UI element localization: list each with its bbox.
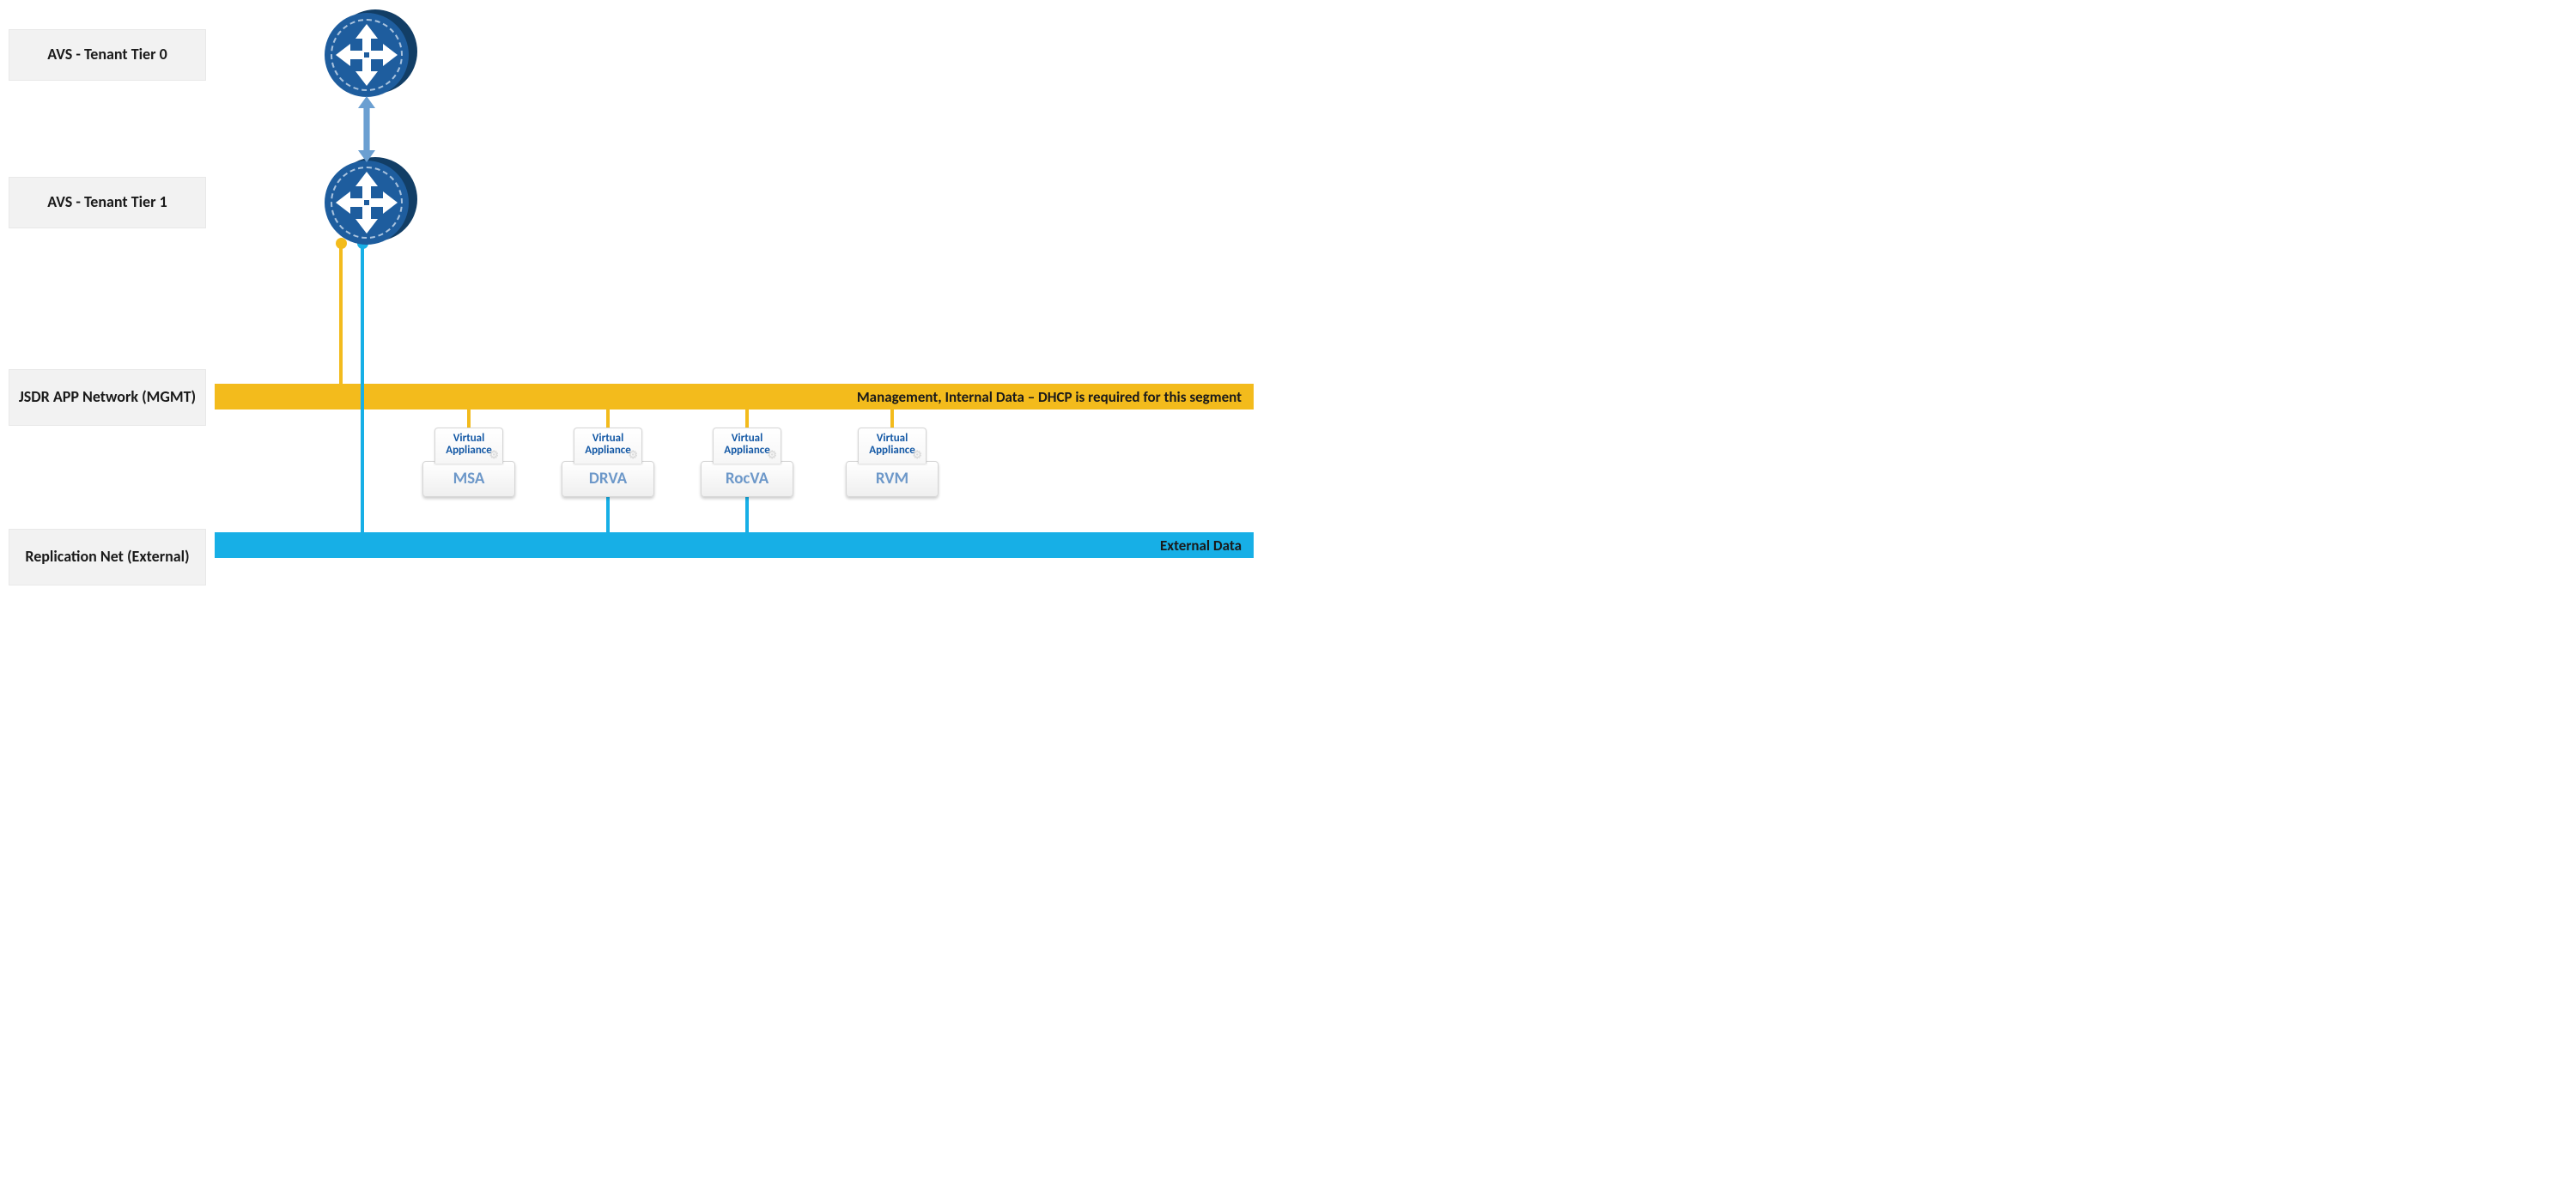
conn-yellow-msa [467, 410, 471, 429]
rail-mgmt: Management, Internal Data – DHCP is requ… [215, 384, 1254, 410]
appliance-rvm: VirtualAppliance⚙RVM [846, 428, 939, 497]
router-tier0 [325, 13, 409, 97]
appliance-tag: VirtualAppliance⚙ [434, 428, 503, 464]
conn-blue-rocva [745, 495, 749, 532]
appliance-tag: VirtualAppliance⚙ [574, 428, 642, 464]
link-arrow-icon [358, 96, 375, 162]
diagram-stage: AVS - Tenant Tier 0 AVS - Tenant Tier 1 JS… [0, 0, 1288, 592]
gear-icon: ⚙ [628, 450, 638, 462]
conn-yellow-drva [606, 410, 610, 429]
appliance-rocva: VirtualAppliance⚙RocVA [701, 428, 793, 497]
conn-yellow-rocva [745, 410, 749, 429]
label-mgmt: JSDR APP Network (MGMT) [9, 369, 206, 426]
gear-icon: ⚙ [767, 450, 777, 462]
conn-blue-drva [606, 495, 610, 532]
appliance-name: DRVA [562, 461, 654, 497]
router-arrows-icon [325, 161, 409, 245]
gear-icon: ⚙ [912, 450, 922, 462]
rail-external: External Data [215, 532, 1254, 558]
label-tier1: AVS - Tenant Tier 1 [9, 177, 206, 228]
appliance-name: RVM [846, 461, 939, 497]
appliance-tag: VirtualAppliance⚙ [858, 428, 927, 464]
label-ext: Replication Net (External) [9, 529, 206, 585]
appliance-tag: VirtualAppliance⚙ [713, 428, 781, 464]
router-tier1 [325, 161, 409, 245]
label-tier0: AVS - Tenant Tier 0 [9, 29, 206, 81]
appliance-name: MSA [422, 461, 515, 497]
appliance-name: RocVA [701, 461, 793, 497]
drop-router-to-mgmt [339, 243, 343, 384]
appliance-drva: VirtualAppliance⚙DRVA [562, 428, 654, 497]
conn-yellow-rvm [890, 410, 894, 429]
router-arrows-icon [325, 13, 409, 97]
gear-icon: ⚙ [489, 450, 499, 462]
appliance-msa: VirtualAppliance⚙MSA [422, 428, 515, 497]
drop-router-to-ext [361, 243, 364, 532]
